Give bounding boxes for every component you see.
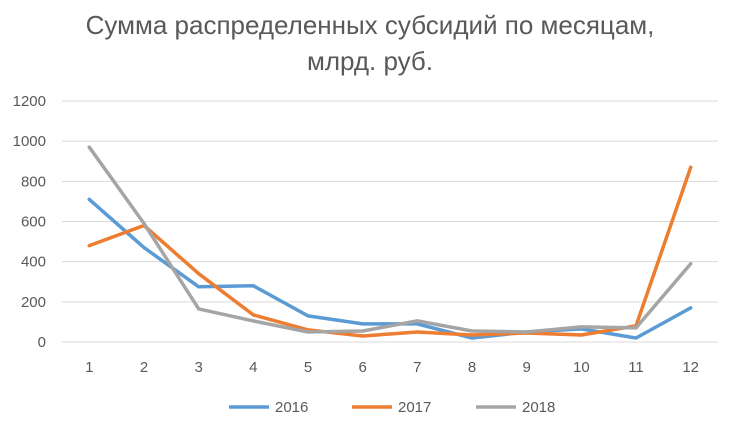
x-tick-label: 7 [413, 359, 421, 376]
data-point [361, 334, 365, 338]
data-point [470, 333, 474, 337]
data-point [579, 325, 583, 329]
data-point [689, 306, 693, 310]
data-point [361, 329, 365, 333]
data-point [251, 284, 255, 288]
series-line-2017 [87, 165, 693, 338]
data-point [634, 326, 638, 330]
data-point [306, 314, 310, 318]
y-tick-label: 200 [21, 294, 46, 311]
data-point [251, 313, 255, 317]
y-tick-label: 400 [21, 254, 46, 271]
chart-title-line-2: млрд. руб. [307, 46, 433, 76]
data-point [361, 322, 365, 326]
chart-title-line-1: Сумма распределенных субсидий по месяцам… [86, 10, 655, 40]
data-point [306, 330, 310, 334]
y-tick-label: 0 [38, 334, 46, 351]
y-tick-label: 800 [21, 173, 46, 190]
legend-label: 2017 [398, 399, 431, 416]
series-line-2018 [87, 145, 693, 334]
x-tick-label: 6 [358, 359, 366, 376]
x-tick-label: 1 [85, 359, 93, 376]
gridlines [62, 100, 718, 343]
data-point [251, 319, 255, 323]
x-axis-ticks: 1 2 3 4 5 6 7 8 9 10 11 12 [85, 359, 699, 376]
data-point [142, 221, 146, 226]
data-point [415, 322, 419, 326]
legend-label: 2018 [522, 399, 555, 416]
x-tick-label: 9 [522, 359, 530, 376]
y-tick-label: 600 [21, 214, 46, 231]
series-line-2016 [87, 197, 693, 340]
x-tick-label: 4 [249, 359, 257, 376]
x-tick-label: 3 [194, 359, 202, 376]
y-axis-ticks: 0 200 400 600 800 1000 1200 [13, 93, 46, 351]
data-point [87, 197, 91, 202]
data-point [415, 330, 419, 334]
data-point [197, 307, 201, 311]
legend-label: 2016 [275, 399, 308, 416]
data-point [689, 262, 693, 266]
data-point [87, 244, 91, 248]
data-point [87, 145, 91, 149]
series-lines [87, 145, 693, 340]
x-tick-label: 11 [628, 359, 644, 376]
x-tick-label: 8 [468, 359, 476, 376]
legend: 2016 2017 2018 [229, 399, 555, 416]
data-point [142, 246, 146, 250]
x-tick-label: 2 [140, 359, 148, 376]
data-point [415, 319, 419, 323]
data-point [525, 330, 529, 334]
data-point [470, 336, 474, 340]
y-tick-label: 1000 [13, 133, 46, 150]
data-point [579, 333, 583, 337]
x-tick-label: 10 [573, 359, 590, 376]
data-point [634, 336, 638, 340]
x-tick-label: 5 [304, 359, 312, 376]
y-tick-label: 1200 [13, 93, 46, 110]
data-point [689, 165, 693, 169]
data-point [197, 272, 201, 276]
data-point [197, 285, 201, 289]
data-point [470, 329, 474, 333]
x-tick-label: 12 [682, 359, 699, 376]
